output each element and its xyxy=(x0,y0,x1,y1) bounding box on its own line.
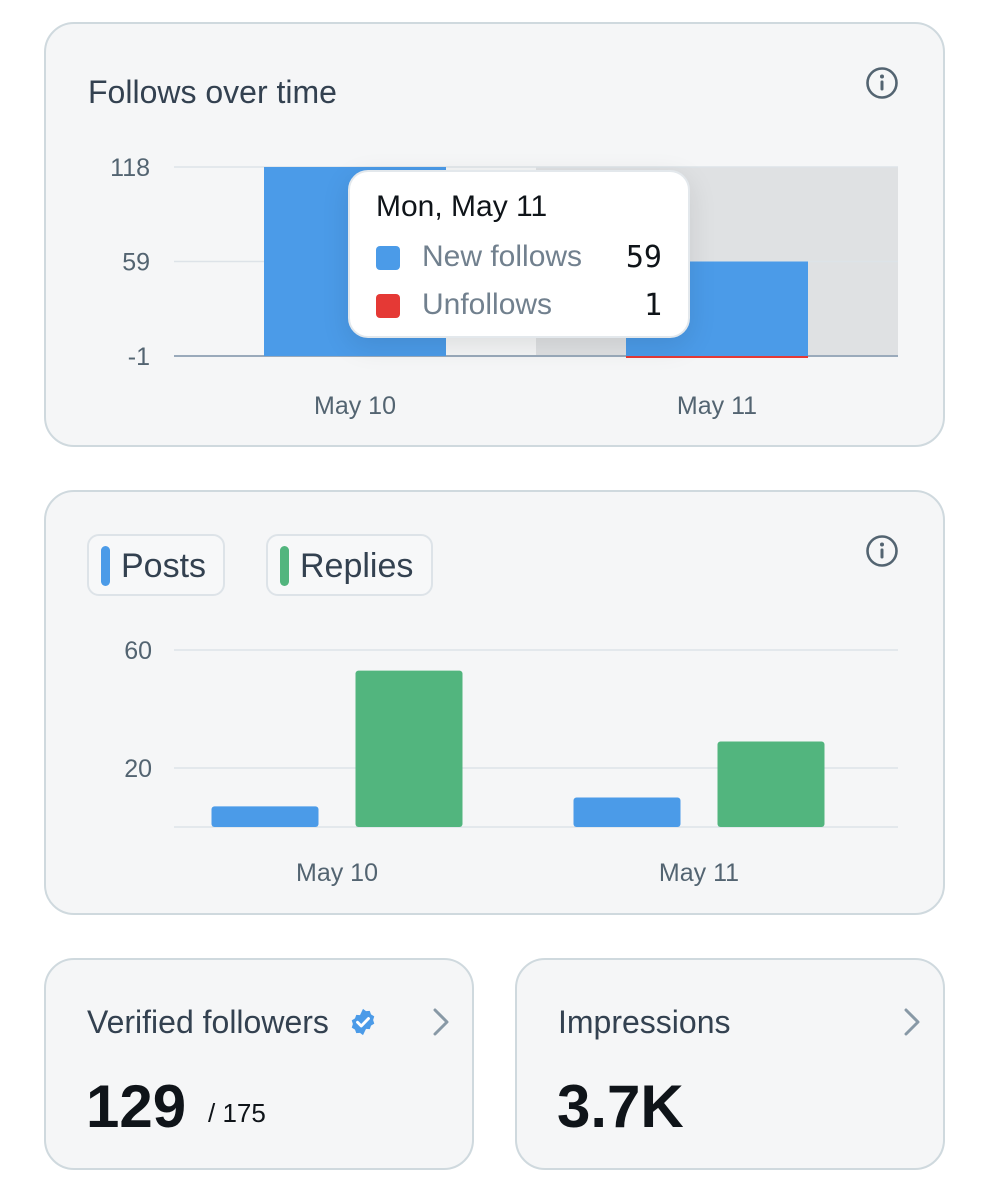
chart-tooltip: Mon, May 11 New follows 59 Unfollows 1 xyxy=(348,170,690,338)
tooltip-date: Mon, May 11 xyxy=(376,190,548,223)
card-title: Follows over time xyxy=(88,74,337,110)
verified-badge-icon xyxy=(351,1008,375,1036)
chevron-right-icon[interactable] xyxy=(901,1006,923,1038)
card-title: Impressions xyxy=(558,1004,731,1040)
verified-followers-card[interactable]: Verified followers 129 / 175 xyxy=(44,958,474,1170)
bar-replies[interactable] xyxy=(717,741,825,827)
legend-toggle-replies[interactable]: Replies xyxy=(266,534,433,596)
tooltip-row-new-follows: New follows 59 xyxy=(376,238,662,278)
card-title: Verified followers xyxy=(87,1004,329,1040)
x-category-label: May 10 xyxy=(314,392,396,420)
x-category-label: May 10 xyxy=(296,859,378,887)
y-tick-label: -1 xyxy=(128,343,150,371)
legend-toggle-posts[interactable]: Posts xyxy=(87,534,225,596)
tooltip-label: Unfollows xyxy=(422,288,553,321)
new-follows-swatch xyxy=(376,246,400,270)
x-category-label: May 11 xyxy=(659,859,739,887)
bar-posts[interactable] xyxy=(211,806,319,827)
follows-over-time-card: Follows over time 118 59 -1 May 10 May 11 Mo… xyxy=(44,22,945,447)
posts-color-marker xyxy=(101,546,110,586)
x-category-label: May 11 xyxy=(677,392,757,420)
posts-replies-bar-chart: 60 20 May 10 May 11 xyxy=(124,637,898,887)
y-tick-label: 60 xyxy=(124,637,152,665)
info-icon[interactable] xyxy=(865,66,899,100)
tooltip-label: New follows xyxy=(422,240,583,273)
info-icon[interactable] xyxy=(865,534,899,568)
chevron-right-icon[interactable] xyxy=(430,1006,452,1038)
tooltip-value: 59 xyxy=(625,240,662,275)
bar-replies[interactable] xyxy=(355,670,463,827)
verified-followers-total: / 175 xyxy=(208,1098,266,1128)
impressions-card[interactable]: Impressions 3.7K xyxy=(515,958,945,1170)
tooltip-row-unfollows: Unfollows 1 xyxy=(376,286,662,326)
y-tick-label: 59 xyxy=(122,249,150,277)
y-tick-label: 118 xyxy=(110,154,150,182)
tooltip-value: 1 xyxy=(643,288,662,323)
bar-posts[interactable] xyxy=(573,797,681,828)
replies-color-marker xyxy=(280,546,289,586)
y-tick-label: 20 xyxy=(124,755,152,783)
legend-label: Replies xyxy=(300,547,414,585)
posts-replies-card: Posts Replies 60 20 May 10 May 11 xyxy=(44,490,945,915)
verified-followers-title: Verified followers xyxy=(87,1002,378,1042)
bar-unfollows[interactable] xyxy=(626,356,808,358)
legend-label: Posts xyxy=(121,547,207,585)
unfollows-swatch xyxy=(376,294,400,318)
impressions-count: 3.7K xyxy=(557,1073,684,1140)
verified-followers-count: 129 xyxy=(86,1073,187,1140)
